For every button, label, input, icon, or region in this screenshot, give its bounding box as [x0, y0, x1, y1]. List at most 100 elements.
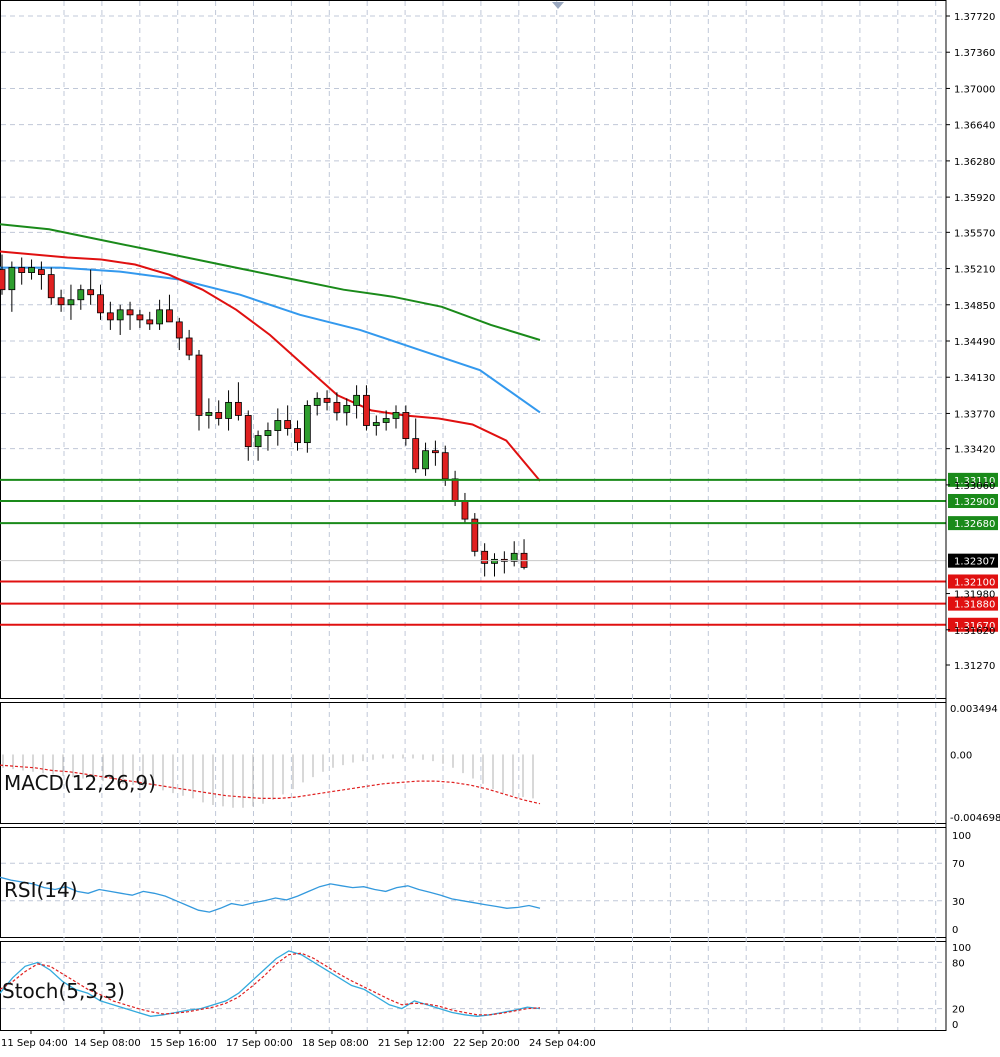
resistance-price-tag	[948, 472, 998, 487]
time-tick-label: 17 Sep 00:00	[226, 1038, 293, 1049]
price-tick-label: 1.33420	[954, 445, 995, 456]
bear-candle	[38, 269, 45, 275]
current-price-tag	[948, 553, 998, 568]
bear-candle	[87, 289, 95, 296]
bull-candle	[491, 558, 498, 564]
pane-frame	[0, 0, 947, 699]
support-price-label: 1.32100	[954, 577, 995, 588]
price-tick-label: 1.31270	[954, 661, 995, 672]
bull-candle	[303, 404, 311, 444]
time-tick-label: 21 Sep 12:00	[378, 1038, 445, 1049]
bull-candle	[67, 299, 75, 306]
bear-candle	[412, 438, 420, 470]
resistance-price-tag	[948, 516, 998, 531]
ma-fast-line	[0, 250, 541, 482]
macd-pane	[0, 754, 541, 808]
bear-candle	[47, 274, 55, 299]
bull-candle	[156, 309, 164, 325]
moving-averages	[0, 223, 541, 482]
price-tick-label: 1.37360	[954, 48, 995, 59]
bear-candle	[481, 550, 489, 564]
resistance-price-label: 1.32900	[954, 497, 995, 508]
bull-candle	[116, 309, 124, 321]
time-axis: 11 Sep 04:00 14 Sep 08:00 15 Sep 16:00 17 S…	[1, 1030, 596, 1049]
bull-candle	[343, 404, 351, 413]
support-price-tag	[948, 596, 998, 611]
bull-candle	[254, 435, 262, 448]
ma-mid-line	[0, 266, 541, 414]
resistance-price-label: 1.32680	[954, 519, 995, 530]
bear-candle	[294, 428, 301, 444]
bear-candle	[244, 415, 252, 448]
price-tick-label: 1.35920	[954, 193, 995, 204]
bear-candle	[0, 269, 6, 291]
bull-candle	[313, 397, 321, 406]
bear-candle	[333, 401, 341, 413]
time-tick-label: 18 Sep 08:00	[302, 1038, 369, 1049]
rsi-tick-label: 100	[952, 831, 971, 842]
bear-candle	[166, 309, 173, 323]
price-tick-label: 1.33770	[954, 409, 995, 420]
bull-candle	[382, 418, 390, 423]
macd-label: MACD(12,26,9)	[4, 771, 156, 795]
time-tick-label: 14 Sep 08:00	[74, 1038, 141, 1049]
stoch-tick-label: 80	[952, 958, 965, 969]
rsi-tick-label: 70	[952, 859, 965, 870]
bull-candle	[8, 267, 16, 291]
price-tick-label: 1.35570	[954, 228, 995, 239]
bear-candle	[215, 412, 223, 419]
bull-candle	[28, 267, 35, 273]
stoch-tick-label: 0	[952, 1020, 958, 1031]
bear-candle	[146, 319, 154, 325]
bear-candle	[284, 420, 292, 429]
bear-candle	[175, 321, 183, 339]
bear-candle	[126, 309, 134, 316]
price-tick-label: 1.34850	[954, 301, 995, 312]
time-tick-label: 15 Sep 16:00	[150, 1038, 217, 1049]
bear-candle	[97, 294, 104, 314]
bull-candle	[225, 401, 232, 419]
bear-candle	[195, 354, 203, 416]
macd-signal-line	[0, 764, 541, 805]
bear-candle	[451, 478, 459, 502]
stoch-main-line	[0, 950, 541, 1017]
chart-shift-marker-icon[interactable]	[552, 2, 564, 9]
stoch-tick-label: 100	[952, 943, 971, 954]
support-price-tag	[948, 617, 998, 632]
rsi-tick-label: 0	[952, 925, 958, 936]
grid	[0, 0, 947, 1031]
bull-candle	[392, 412, 400, 419]
bull-candle	[422, 450, 429, 470]
bull-candle	[274, 420, 282, 431]
time-tick-label: 11 Sep 04:00	[1, 1038, 68, 1049]
pane-frame	[0, 941, 947, 1031]
price-tick-label: 1.36640	[954, 121, 995, 132]
bull-candle	[510, 552, 518, 562]
price-tick-label: 1.34130	[954, 373, 995, 384]
price-tick-label: 1.35210	[954, 265, 995, 276]
macd-tick-label: -0.004698	[950, 813, 1000, 824]
bull-candle	[372, 422, 380, 426]
rsi-label: RSI(14)	[4, 878, 78, 902]
bear-candle	[57, 297, 65, 306]
stoch-pane	[0, 950, 946, 1017]
price-tick-label: 1.33060	[954, 481, 995, 492]
bear-candle	[363, 394, 370, 426]
price-tick-label: 1.37000	[954, 84, 995, 95]
bull-candle	[205, 412, 213, 416]
bear-candle	[234, 401, 242, 416]
bear-candle	[136, 314, 144, 321]
rsi-line	[0, 876, 541, 913]
resistance-price-label: 1.33110	[954, 476, 995, 487]
stoch-tick-label: 20	[952, 1005, 965, 1016]
time-tick-label: 22 Sep 20:00	[453, 1038, 520, 1049]
macd-tick-label: 0.00	[950, 750, 972, 761]
bull-candle	[353, 394, 361, 406]
bear-candle	[461, 500, 469, 520]
price-tick-label: 1.31620	[954, 626, 995, 637]
price-axis: 1.37720 1.37360 1.37000 1.36640 1.36280 1.359…	[945, 0, 1000, 1031]
price-tick-label: 1.34490	[954, 337, 995, 348]
price-tick-label: 1.36280	[954, 157, 995, 168]
bear-candle	[18, 267, 26, 273]
